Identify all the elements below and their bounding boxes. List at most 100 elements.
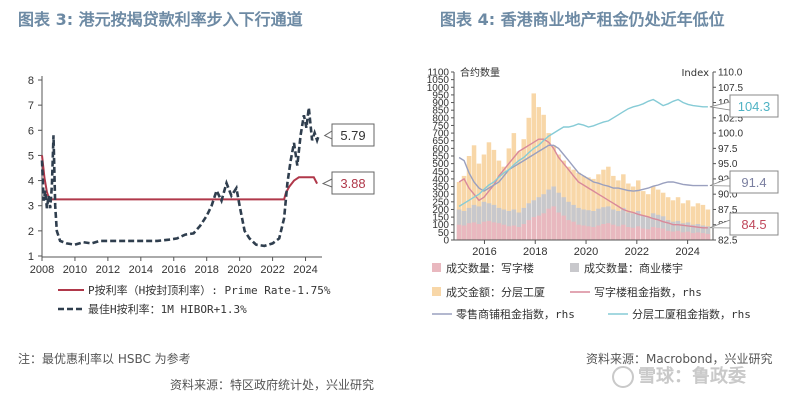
- bar-commercial-count: [655, 214, 661, 240]
- bar-office-count: [531, 217, 536, 240]
- right-y-tick-label: 90.0: [718, 190, 738, 201]
- end-value-label: 104.3: [738, 99, 771, 114]
- bar-factory-amount: [466, 156, 472, 240]
- bar-factory-amount: [606, 166, 611, 240]
- bar-office-count: [586, 226, 591, 240]
- y-tick-label: 1: [28, 251, 34, 263]
- bar-factory-amount: [581, 175, 586, 240]
- bar-factory-amount: [521, 139, 526, 240]
- y-tick-label: 7: [28, 100, 34, 112]
- bar-factory-amount: [471, 145, 477, 240]
- bar-factory-amount: [591, 178, 596, 240]
- bar-factory-amount: [571, 169, 576, 240]
- bar-commercial-count: [646, 217, 651, 240]
- legend-label-retail-rent: 零售商铺租金指数，rhs: [456, 307, 575, 321]
- line-retail-rent-index: [458, 144, 708, 192]
- bar-factory-amount: [621, 174, 626, 240]
- bar-office-count: [466, 223, 472, 240]
- bar-office-count: [456, 224, 462, 240]
- x-tick-label: 2008: [30, 264, 54, 276]
- bar-commercial-count: [621, 207, 626, 240]
- bar-office-count: [646, 229, 651, 240]
- bar-office-count: [636, 226, 641, 240]
- bar-factory-amount: [526, 117, 531, 240]
- bar-commercial-count: [596, 208, 601, 240]
- right-axis-title: Index: [681, 68, 709, 79]
- legend-label-office-count: 成交数量：写字楼: [446, 261, 534, 275]
- bar-factory-amount: [650, 186, 656, 240]
- bar-office-count: [660, 228, 666, 240]
- bar-factory-amount: [536, 107, 541, 240]
- left-y-tick-label: 1100: [427, 68, 449, 79]
- bar-factory-amount: [546, 133, 551, 240]
- legend-label-factory-amount: 成交金额：分层工厦: [446, 285, 545, 299]
- right-y-tick-label: 95.0: [718, 159, 738, 170]
- left-y-tick-label: 200: [432, 205, 449, 216]
- bar-commercial-count: [506, 211, 512, 240]
- end-value-label: 91.4: [741, 175, 766, 190]
- end-value-label: 5.79: [340, 128, 365, 143]
- left-y-tick-label: 250: [432, 197, 449, 208]
- left-y-tick-label: 950: [432, 90, 449, 101]
- left-axis-title: 合约数量: [460, 66, 500, 79]
- x-tick-label: 2024: [675, 246, 699, 258]
- end-value-label: 84.5: [741, 217, 766, 232]
- bar-commercial-count: [601, 207, 606, 240]
- bar-commercial-count: [591, 211, 596, 240]
- legend-swatch-commercial-count: [570, 263, 579, 272]
- legend-swatch-office-count: [432, 263, 441, 272]
- y-tick-label: 3: [28, 201, 34, 213]
- bar-factory-amount: [700, 204, 706, 240]
- bar-commercial-count: [705, 226, 711, 240]
- left-y-tick-label: 850: [432, 106, 449, 117]
- series-line-hibor: [40, 107, 320, 248]
- bar-factory-amount: [491, 149, 497, 240]
- bar-office-count: [471, 222, 477, 240]
- bar-commercial-count: [690, 224, 696, 240]
- bar-factory-amount: [461, 175, 467, 240]
- legend-label-prime: P按利率（H按封顶利率）: Prime Rate-1.75%: [88, 283, 331, 297]
- bar-commercial-count: [665, 220, 671, 240]
- bar-factory-amount: [506, 148, 512, 240]
- right-y-tick-label: 107.5: [718, 83, 743, 94]
- bar-commercial-count: [481, 201, 487, 240]
- right-y-tick-label: 110.0: [718, 68, 743, 79]
- left-y-tick-label: 600: [432, 144, 449, 155]
- legend-label-office-rent: 写字楼租金指数，rhs: [594, 285, 702, 299]
- bar-commercial-count: [521, 207, 526, 240]
- left-y-tick-label: 500: [432, 159, 449, 170]
- bar-commercial-count: [626, 212, 631, 240]
- left-y-tick-label: 100: [432, 220, 449, 231]
- bar-office-count: [511, 225, 517, 240]
- bar-factory-amount: [705, 209, 711, 240]
- bar-office-count: [521, 224, 526, 240]
- x-tick-label: 2014: [129, 264, 153, 276]
- left-y-tick-label: 650: [432, 136, 449, 147]
- bar-office-count: [675, 230, 681, 240]
- bar-commercial-count: [670, 221, 676, 240]
- x-tick-label: 2024: [293, 264, 317, 276]
- x-tick-label: 2016: [472, 246, 496, 258]
- bar-office-count: [461, 225, 467, 240]
- chart-3-source: 资料来源：特区政府统计处，兴业研究: [170, 378, 375, 392]
- bar-office-count: [626, 227, 631, 240]
- right-y-tick-label: 100.0: [718, 129, 743, 140]
- callout-box: [729, 170, 779, 194]
- left-y-tick-label: 800: [432, 113, 449, 124]
- bar-office-count: [695, 232, 701, 240]
- bar-commercial-count: [660, 216, 666, 240]
- y-tick-label: 4: [28, 176, 34, 188]
- x-tick-label: 2020: [227, 264, 251, 276]
- legend-swatch-factory-amount: [432, 287, 441, 296]
- bar-commercial-count: [641, 215, 646, 240]
- bar-office-count: [556, 212, 561, 240]
- bar-office-count: [476, 224, 482, 240]
- left-y-tick-label: 50: [438, 228, 450, 239]
- y-tick-label: 5: [28, 150, 34, 162]
- bar-commercial-count: [680, 223, 686, 240]
- bar-office-count: [616, 226, 621, 240]
- end-value-label: 3.88: [340, 176, 365, 191]
- bar-factory-amount: [541, 114, 546, 240]
- bar-factory-amount: [675, 197, 681, 240]
- bar-factory-amount: [531, 93, 536, 241]
